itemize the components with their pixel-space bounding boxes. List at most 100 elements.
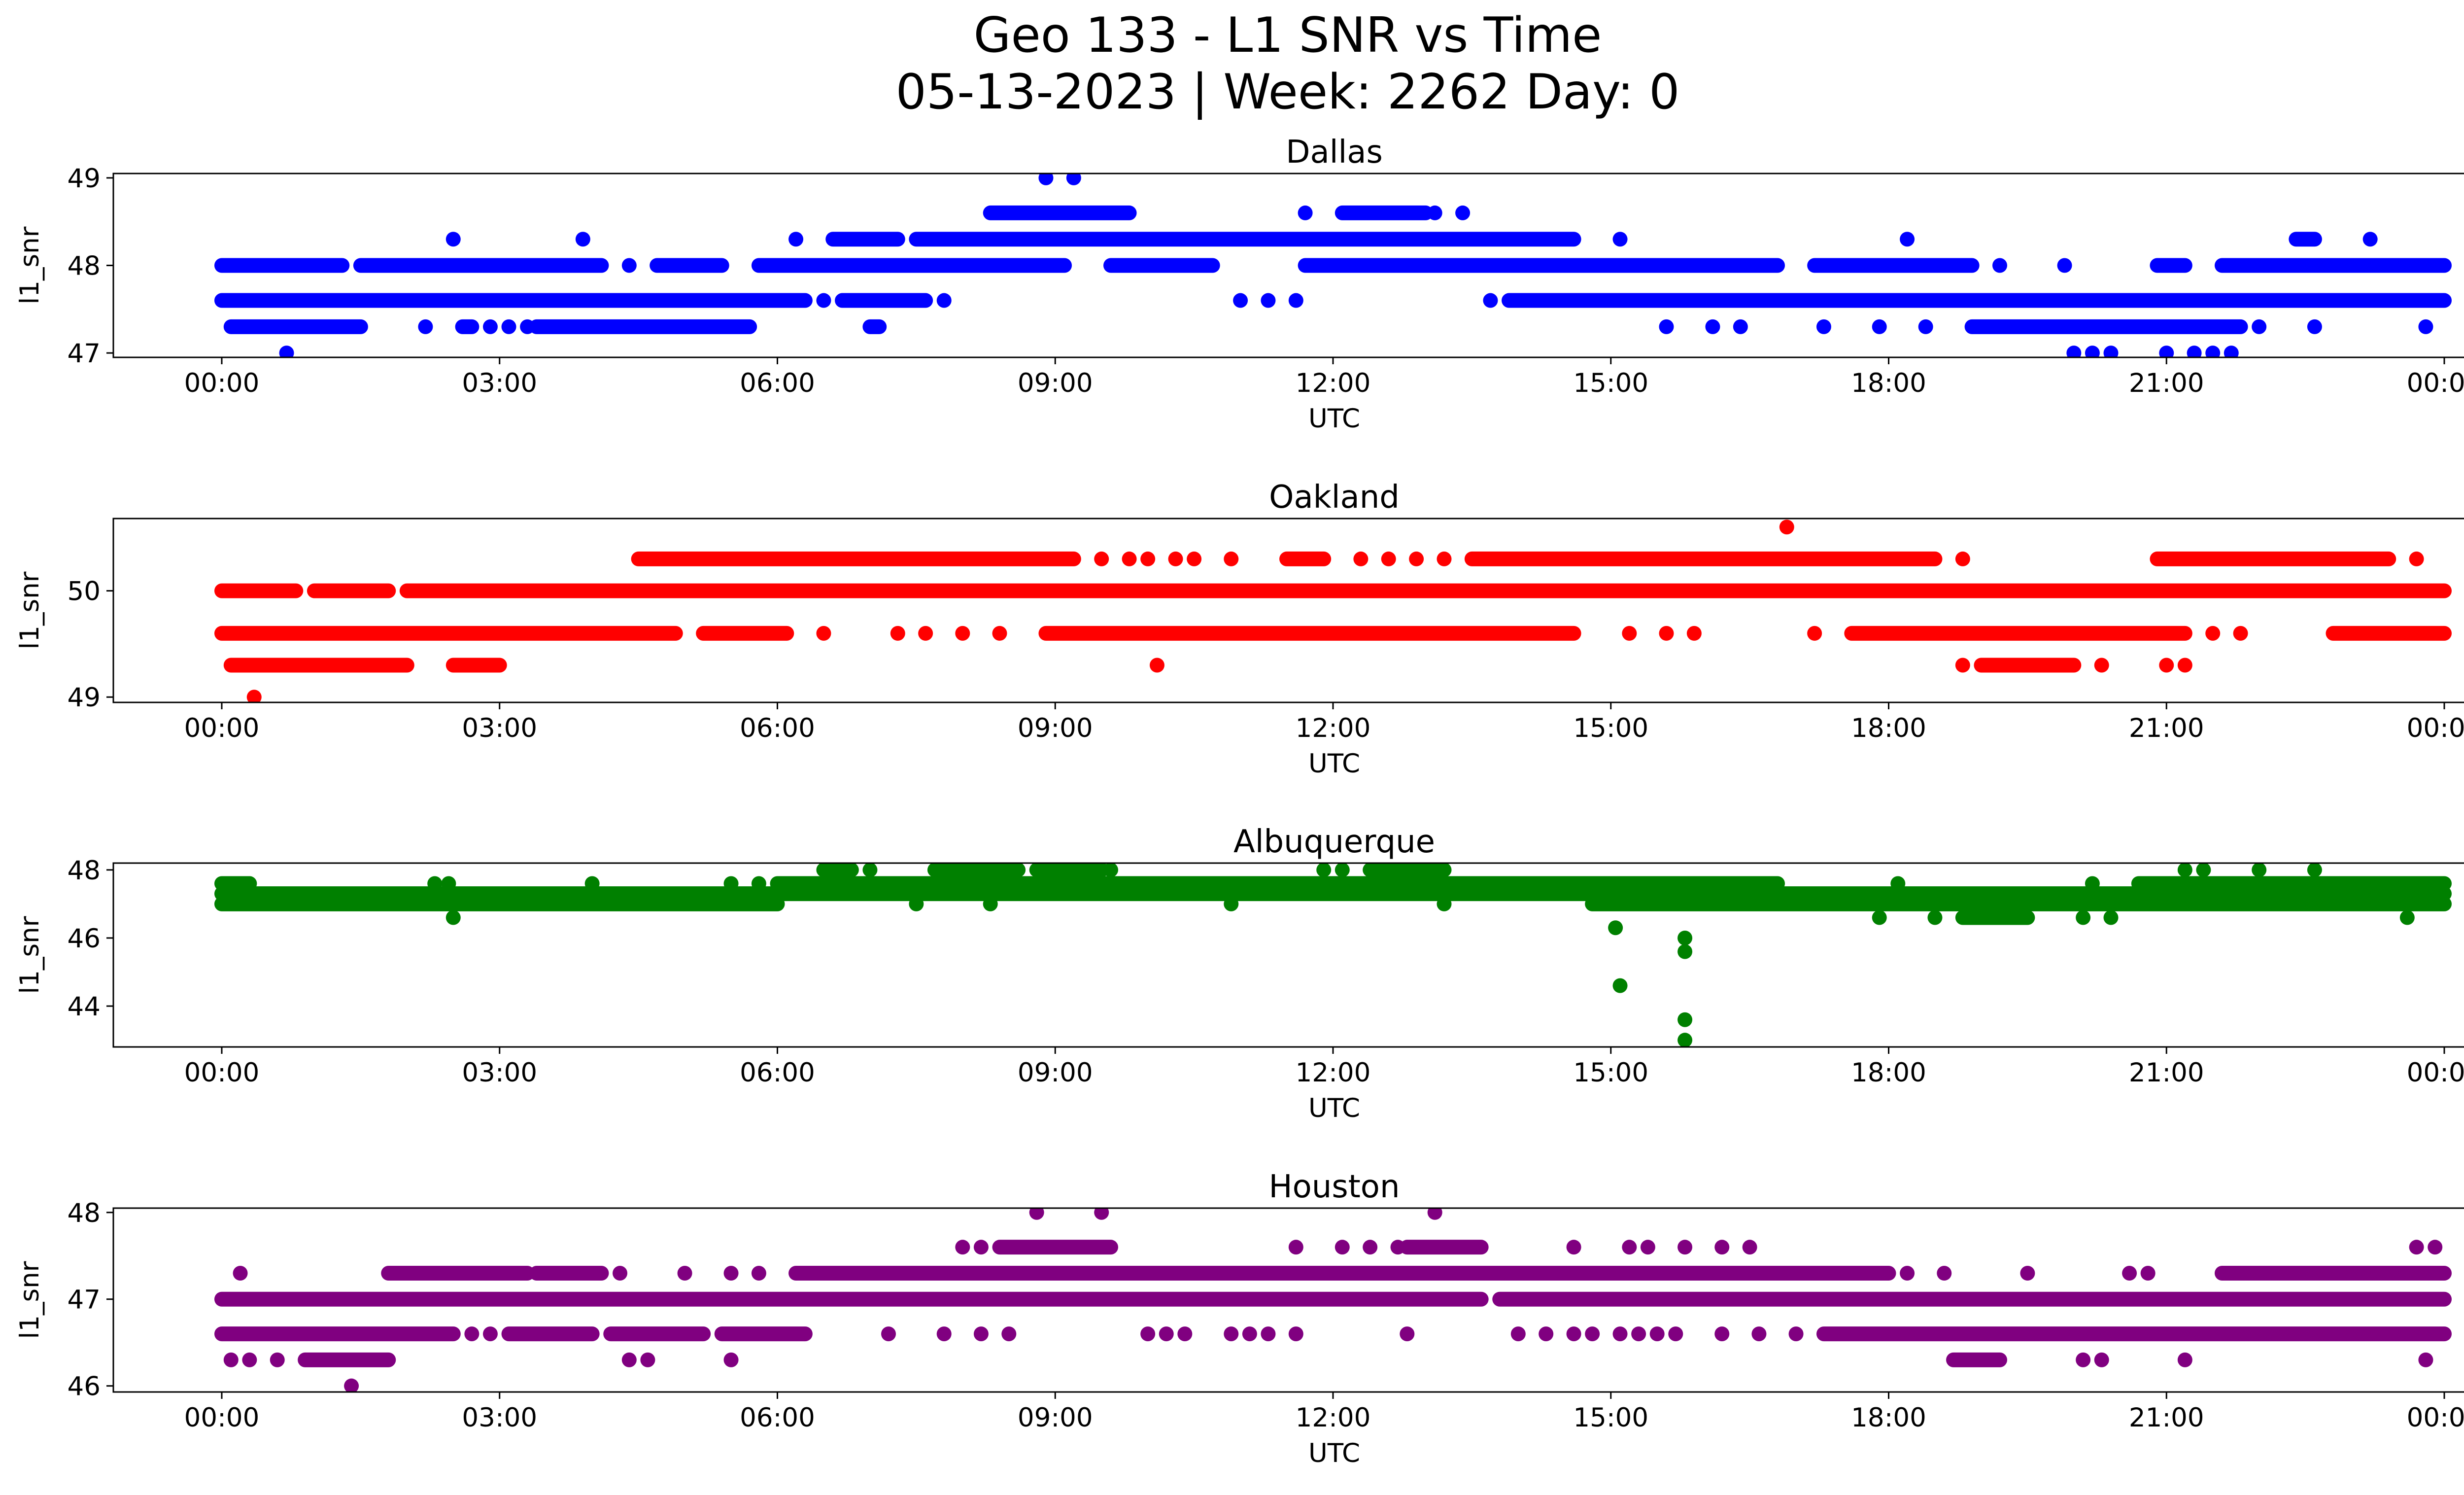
data-point-run [2289,232,2322,247]
data-point [723,876,739,891]
data-point [955,1240,970,1255]
data-point-run [650,258,729,273]
data-series [214,520,2452,702]
data-point [1779,520,1794,535]
data-point [2224,346,2239,357]
data-point [2307,863,2322,877]
data-point [1094,551,1109,566]
data-point [1335,863,1350,877]
data-point [1900,1265,1915,1281]
data-point [1066,174,1081,185]
data-point [1872,910,1887,925]
axes-frame [112,862,2464,1048]
x-tick-label: 06:00 [740,1058,815,1088]
data-point [973,1240,989,1255]
data-point-run [825,232,905,247]
data-point [955,626,970,641]
data-point-run [862,319,887,334]
data-point-run [399,583,2452,598]
x-tick-label: 00:00 [2407,713,2464,743]
data-point-run [816,863,859,877]
data-point [1233,293,1248,308]
y-tick-label: 49 [68,164,101,194]
x-tick-label: 15:00 [1573,713,1648,743]
data-point [427,876,443,891]
data-point [575,232,590,247]
data-point [1927,910,1943,925]
data-point-run [1029,863,1109,877]
data-point [1149,658,1164,673]
data-point-run [2150,551,2396,566]
data-point-run [1335,205,1433,220]
data-point-run [770,876,1785,891]
data-point [1872,319,1887,334]
data-point-run [298,1352,396,1367]
data-point-run [223,658,414,673]
data-point [2252,319,2267,334]
data-point-run [2131,876,2452,891]
data-point-run [927,863,1026,877]
data-point [862,863,878,877]
data-point [2205,346,2221,357]
data-point [1955,551,1970,566]
x-tick-label: 00:00 [184,1403,260,1433]
y-tick-label: 50 [68,577,101,607]
data-point [816,626,831,641]
data-point-run [1844,626,2192,641]
x-axis-label: UTC [1308,1438,1360,1468]
data-point [1261,293,1276,308]
data-point [2177,863,2192,877]
data-point-run [603,1326,711,1342]
data-point-run [2215,258,2452,273]
data-point [2252,863,2267,877]
data-point [2057,258,2072,273]
data-point-run [214,583,304,598]
data-point [936,1326,952,1342]
data-point-run [445,658,507,673]
data-point [1288,1326,1303,1342]
data-point [1788,1326,1804,1342]
y-tick-label: 46 [68,1372,101,1402]
x-axis-label: UTC [1308,404,1360,434]
data-point [621,258,637,273]
subplot-oakland: Oakland 49 50 00:00 03:00 06:00 09:00 12:00 15:0… [15,479,2464,779]
data-point [1742,1240,1757,1255]
data-point-run [1298,258,1785,273]
data-point [1122,551,1137,566]
data-point [246,690,262,702]
data-point [1427,205,1442,220]
data-point [1335,1240,1350,1255]
x-tick-label: 09:00 [1018,1403,1093,1433]
data-point [464,1326,479,1342]
data-point [1140,1326,1156,1342]
data-point [1890,876,1906,891]
data-point-run [909,232,1581,247]
data-point [816,293,831,308]
x-tick-label: 09:00 [1018,713,1093,743]
data-point-run [714,1326,813,1342]
subplot-dallas: Dallas 47 48 49 00:00 03:00 06:00 09:00 12:00 15:… [15,134,2464,434]
data-point-run [1816,1326,2452,1342]
data-point-run [1279,551,1332,566]
data-point [584,876,600,891]
data-point-run [214,258,350,273]
x-tick-label: 03:00 [462,1058,537,1088]
data-point [881,1326,896,1342]
data-point [1437,551,1452,566]
data-point [2187,346,2202,357]
data-point-run [1400,1240,1489,1255]
x-tick-label: 03:00 [462,713,537,743]
data-series [214,1208,2452,1392]
data-point [2085,876,2100,891]
subplot-title: Houston [1269,1169,1400,1205]
data-point [2103,346,2119,357]
data-point-run [214,886,2452,902]
data-point [2196,863,2211,877]
data-point-run [2215,1265,2452,1281]
x-tick-label: 18:00 [1851,1403,1926,1433]
data-point [918,626,933,641]
data-point [1659,319,1674,334]
x-axis-label: UTC [1308,749,1360,779]
data-point-run [983,205,1137,220]
data-point [1242,1326,1257,1342]
